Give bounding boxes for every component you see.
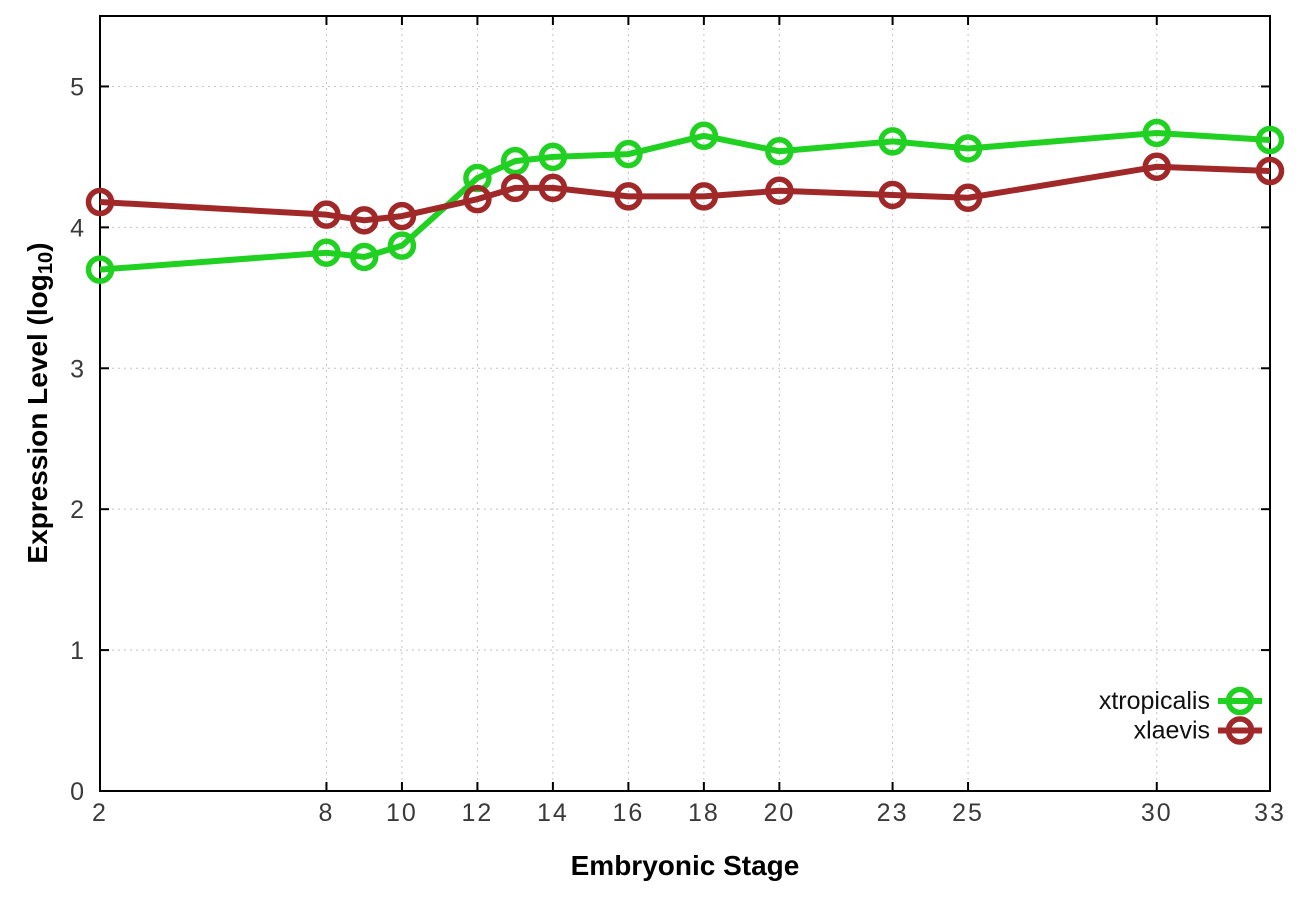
data-point-marker-xtropicalis <box>689 121 719 151</box>
data-point-marker-xlaevis <box>463 184 492 214</box>
x-tick-label: 2 <box>92 799 108 827</box>
x-tick-label: 16 <box>612 799 644 827</box>
y-axis-label: Expression Level (log10) <box>22 242 58 563</box>
legend-marker-xtropicalis <box>1225 686 1255 716</box>
y-tick-label: 1 <box>70 637 86 665</box>
data-point-marker-xlaevis <box>953 183 983 213</box>
series-line-xlaevis <box>99 163 1271 224</box>
data-point-marker-xtropicalis <box>614 139 643 169</box>
data-point-marker-xtropicalis <box>538 142 568 172</box>
data-point-marker-xlaevis <box>765 176 794 205</box>
x-tick-label: 12 <box>462 799 494 827</box>
data-point-marker-xtropicalis <box>349 242 379 272</box>
data-point-marker-xtropicalis <box>953 134 983 163</box>
y-axis-label-close: ) <box>21 242 53 252</box>
y-tick-label: 0 <box>70 778 86 806</box>
x-tick-label: 30 <box>1141 799 1173 827</box>
y-tick-label: 4 <box>70 214 86 242</box>
plot-border <box>99 15 1271 792</box>
data-point-marker-xtropicalis <box>1255 125 1285 155</box>
x-tick-label: 20 <box>763 799 795 827</box>
legend-label-xlaevis: xlaevis <box>1134 717 1210 745</box>
legend-label-xtropicalis: xtropicalis <box>1099 687 1210 715</box>
data-point-marker-xlaevis <box>349 206 379 235</box>
y-tick-label: 3 <box>70 355 86 383</box>
x-tick-label: 33 <box>1254 799 1286 827</box>
y-axis-label-subscript: 10 <box>35 251 58 275</box>
x-tick-label: 23 <box>877 799 909 827</box>
data-point-marker-xtropicalis <box>1142 118 1172 148</box>
data-point-marker-xtropicalis <box>85 255 115 284</box>
data-point-marker-xtropicalis <box>500 146 530 176</box>
y-axis-label-text: Expression Level (log <box>21 274 53 564</box>
data-point-marker-xtropicalis <box>312 238 341 267</box>
data-point-marker-xtropicalis <box>765 137 794 166</box>
data-point-marker-xlaevis <box>538 173 568 203</box>
data-point-marker-xlaevis <box>614 182 643 211</box>
data-point-marker-xtropicalis <box>878 127 907 156</box>
data-point-marker-xlaevis <box>878 180 907 210</box>
x-tick-label: 10 <box>386 799 418 827</box>
x-axis-label: Embryonic Stage <box>570 850 800 881</box>
data-point-marker-xlaevis <box>689 182 719 211</box>
data-point-marker-xlaevis <box>1142 152 1172 182</box>
series-line-xtropicalis <box>99 129 1271 273</box>
data-point-marker-xlaevis <box>1255 156 1285 186</box>
x-tick-label: 18 <box>688 799 720 827</box>
x-tick-label: 14 <box>537 799 569 827</box>
data-point-marker-xlaevis <box>500 173 530 203</box>
legend-marker-xlaevis <box>1225 716 1255 745</box>
data-point-marker-xlaevis <box>387 201 417 231</box>
y-tick-label: 2 <box>70 496 86 524</box>
y-tick-label: 5 <box>70 73 86 101</box>
data-point-marker-xtropicalis <box>387 231 417 260</box>
x-tick-label: 8 <box>318 799 334 827</box>
x-tick-label: 25 <box>952 799 984 827</box>
data-point-marker-xlaevis <box>85 187 115 217</box>
data-point-marker-xlaevis <box>312 200 341 229</box>
